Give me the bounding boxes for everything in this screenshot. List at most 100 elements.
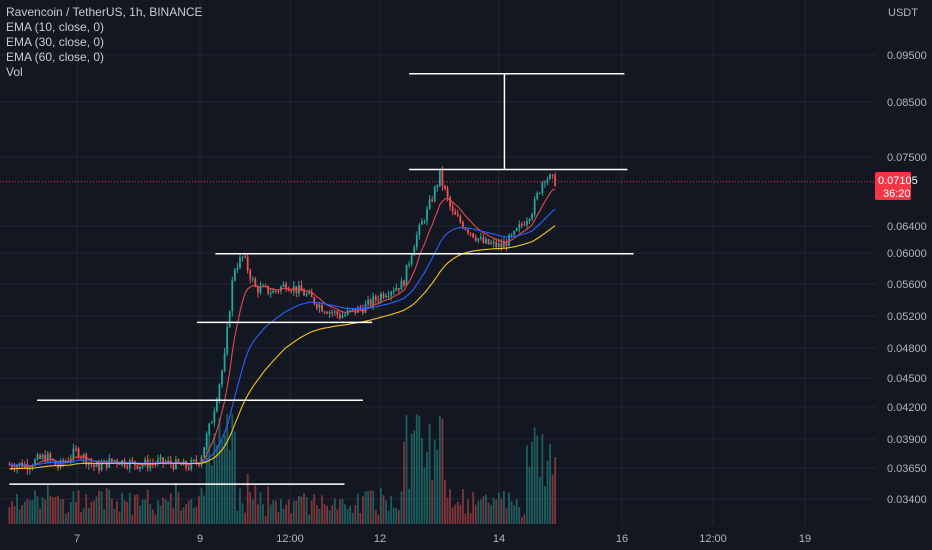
volume-bar <box>259 492 262 524</box>
volume-bar <box>354 504 357 524</box>
candle-body <box>110 458 113 461</box>
volume-bar <box>495 499 498 524</box>
volume-bar <box>464 513 467 524</box>
candle-body <box>520 224 523 226</box>
candle-body <box>95 463 98 467</box>
countdown-value: 36:20 <box>883 188 911 200</box>
volume-bar <box>380 487 382 524</box>
volume-bar <box>287 499 290 524</box>
price-axis[interactable]: USDT 0.09500 0.08500 0.07500 0.06400 0.06000… <box>887 7 927 506</box>
time-axis[interactable]: 7 9 12:00 12 14 16 12:00 19 <box>74 533 811 545</box>
volume-bar <box>272 500 275 524</box>
volume-bar <box>239 488 241 524</box>
candle-body <box>451 206 454 212</box>
volume-bar <box>467 499 469 524</box>
time-tick-label: 12:00 <box>699 533 727 545</box>
candle-body <box>533 198 536 215</box>
volume-bar <box>369 489 372 524</box>
candle-body <box>308 292 311 294</box>
candle-body <box>487 239 490 245</box>
price-tick-label: 0.05200 <box>887 311 927 323</box>
candle-body <box>369 299 372 306</box>
volume-bar <box>490 504 492 524</box>
volume-bar <box>257 504 259 524</box>
candle-body <box>246 256 249 271</box>
candle-body <box>139 466 141 469</box>
volume-bar <box>469 513 472 524</box>
price-tick-label: 0.04500 <box>887 373 927 385</box>
volume-bar <box>510 501 513 524</box>
candle-body <box>11 464 13 468</box>
candle-body <box>80 457 82 459</box>
legend-vol[interactable]: Vol <box>6 65 23 79</box>
legend-ema60[interactable]: EMA (60, close, 0) <box>6 50 105 64</box>
volume-bar <box>121 492 123 524</box>
candle-body <box>515 228 518 231</box>
candle-body <box>372 296 375 306</box>
candle-body <box>36 454 39 460</box>
volume-bar <box>236 511 239 524</box>
legend-ema30[interactable]: EMA (30, close, 0) <box>6 35 105 49</box>
candle-body <box>221 370 223 385</box>
volume-bars <box>8 414 557 524</box>
volume-bar <box>177 492 180 524</box>
candle-body <box>128 460 131 468</box>
candle-body <box>272 290 275 294</box>
volume-bar <box>323 504 326 524</box>
volume-bar <box>11 500 13 524</box>
volume-bar <box>310 500 313 524</box>
candle-body <box>513 230 516 235</box>
candle-body <box>313 297 316 304</box>
candle-body <box>85 454 88 465</box>
drawing-levels[interactable] <box>9 73 634 485</box>
volume-bar <box>315 505 318 524</box>
candle-body <box>34 459 36 466</box>
volume-bar <box>485 494 487 524</box>
volume-bar <box>205 442 208 524</box>
volume-bar <box>500 498 503 524</box>
candle-body <box>98 463 100 471</box>
volume-bar <box>200 487 203 524</box>
candle-body <box>93 464 95 467</box>
volume-bar <box>356 493 359 524</box>
candle-body <box>149 463 152 468</box>
candle-body <box>546 179 549 182</box>
candle-body <box>436 185 439 187</box>
candle-body <box>536 193 539 199</box>
volume-bar <box>13 506 16 524</box>
candle-body <box>544 181 546 183</box>
time-tick-label: 12:00 <box>276 533 304 545</box>
volume-bar <box>513 505 516 524</box>
volume-bar <box>313 494 316 524</box>
candle-body <box>310 292 313 298</box>
volume-bar <box>346 508 349 524</box>
volume-bar <box>554 457 557 524</box>
ema30-line <box>9 209 556 467</box>
volume-bar <box>113 508 116 524</box>
volume-bar <box>139 505 141 524</box>
candle-body <box>505 242 508 247</box>
legend-ema10[interactable]: EMA (10, close, 0) <box>6 20 105 34</box>
volume-bar <box>462 489 464 524</box>
candle-body <box>282 283 285 287</box>
candle-body <box>554 174 557 187</box>
volume-bar <box>428 423 431 524</box>
candle-body <box>523 224 526 226</box>
volume-bar <box>421 438 423 524</box>
candle-body <box>241 256 244 258</box>
time-tick-label: 9 <box>197 533 203 545</box>
candle-body <box>39 454 41 459</box>
volume-bar <box>364 491 367 524</box>
price-tick-label: 0.08500 <box>887 97 927 109</box>
volume-bar <box>505 508 508 524</box>
volume-bar <box>549 443 551 524</box>
volume-bar <box>446 497 449 524</box>
volume-bar <box>80 512 82 524</box>
candle-body <box>226 327 229 354</box>
volume-bar <box>423 467 426 524</box>
volume-bar <box>444 479 446 524</box>
candle-body <box>392 290 395 292</box>
symbol-title[interactable]: Ravencoin / TetherUS, 1h, BINANCE <box>6 5 203 19</box>
candle-body <box>77 448 80 458</box>
